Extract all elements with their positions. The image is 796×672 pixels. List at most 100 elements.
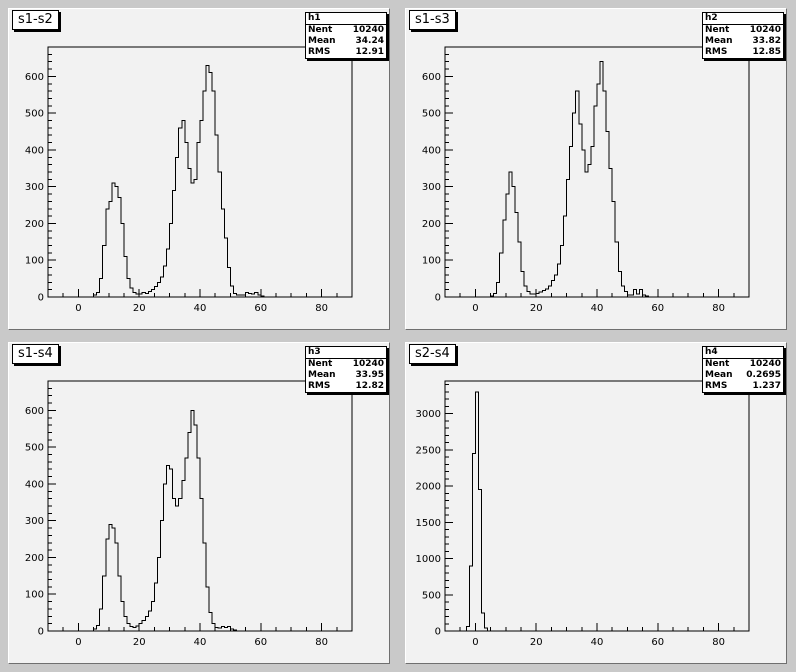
x-tick-label: 0 xyxy=(472,303,478,314)
y-tick-label: 0 xyxy=(38,293,44,304)
y-tick-label: 600 xyxy=(25,406,44,417)
y-tick-label: 2500 xyxy=(416,445,441,456)
y-tick-label: 600 xyxy=(25,72,44,83)
y-tick-label: 200 xyxy=(422,219,441,230)
histogram-pad-s1-s2[interactable]: 0 100 200 300 400 500 600 0 20 40 60 80 s1-s2 h1 Ne… xyxy=(8,8,390,330)
x-tick-label: 80 xyxy=(712,303,725,314)
x-tick-label: 40 xyxy=(194,303,207,314)
x-tick-label: 80 xyxy=(315,303,328,314)
y-tick-label: 300 xyxy=(25,516,44,527)
stats-box: h4 Nent 10240 Mean 0.2695 RMS 1.237 xyxy=(702,346,784,393)
histogram-series-line xyxy=(490,61,650,297)
stats-mean-label: Mean xyxy=(705,370,733,380)
stats-rms-label: RMS xyxy=(705,381,728,391)
y-tick-label: 1500 xyxy=(416,518,441,529)
y-tick-label: 100 xyxy=(25,256,44,267)
stats-entries-value: 10240 xyxy=(352,359,384,369)
stats-box: h1 Nent 10240 Mean 34.24 RMS 12.91 xyxy=(305,12,387,59)
histogram-plot: 0 100 200 300 400 500 600 0 20 40 60 80 xyxy=(25,46,353,314)
histogram-pad-s1-s4[interactable]: 0 100 200 300 400 500 600 0 20 40 60 80 s1-s4 h3 Ne… xyxy=(8,342,390,664)
x-tick-label: 20 xyxy=(133,637,146,648)
y-tick-label: 200 xyxy=(25,553,44,564)
stats-box: h2 Nent 10240 Mean 33.82 RMS 12.85 xyxy=(702,12,784,59)
y-tick-label: 1000 xyxy=(416,554,441,565)
y-tick-label: 2000 xyxy=(416,482,441,493)
histogram-plot: 0 100 200 300 400 500 600 0 20 40 60 80 xyxy=(25,380,353,648)
histogram-plot: 0 500 1000 1500 2000 2500 3000 0 20 40 60 80 xyxy=(416,380,750,648)
plot-frame xyxy=(47,380,353,632)
y-tick-label: 500 xyxy=(422,590,441,601)
x-tick-label: 40 xyxy=(591,303,604,314)
y-tick-label: 0 xyxy=(435,627,441,638)
y-tick-label: 100 xyxy=(25,590,44,601)
x-tick-label: 20 xyxy=(530,637,543,648)
x-tick-label: 60 xyxy=(651,303,664,314)
y-tick-label: 600 xyxy=(422,72,441,83)
x-tick-label: 0 xyxy=(75,303,81,314)
histogram-series-line xyxy=(93,409,237,631)
x-tick-label: 60 xyxy=(651,637,664,648)
y-tick-label: 500 xyxy=(422,109,441,120)
x-tick-label: 40 xyxy=(591,637,604,648)
stats-mean-label: Mean xyxy=(308,36,336,46)
y-tick-label: 500 xyxy=(25,443,44,454)
stats-rms-value: 1.237 xyxy=(752,381,781,391)
pad-title: s1-s4 xyxy=(12,344,59,364)
stats-entries-value: 10240 xyxy=(749,25,781,35)
x-tick-label: 40 xyxy=(194,637,207,648)
stats-histogram-name: h4 xyxy=(703,347,783,359)
y-tick-label: 400 xyxy=(25,479,44,490)
y-tick-label: 100 xyxy=(422,256,441,267)
plot-frame xyxy=(47,46,353,298)
stats-entries-value: 10240 xyxy=(352,25,384,35)
stats-mean-value: 34.24 xyxy=(355,36,384,46)
stats-entries-label: Nent xyxy=(705,359,730,369)
y-tick-label: 400 xyxy=(25,145,44,156)
stats-rms-value: 12.82 xyxy=(355,381,384,391)
x-tick-label: 60 xyxy=(254,637,267,648)
stats-mean-value: 0.2695 xyxy=(746,370,781,380)
stats-rms-value: 12.85 xyxy=(752,47,781,57)
stats-entries-value: 10240 xyxy=(749,359,781,369)
y-tick-label: 0 xyxy=(435,293,441,304)
stats-entries-label: Nent xyxy=(308,25,333,35)
x-tick-label: 0 xyxy=(75,637,81,648)
x-tick-label: 80 xyxy=(712,637,725,648)
histogram-plot: 0 100 200 300 400 500 600 0 20 40 60 80 xyxy=(422,46,750,314)
stats-entries-label: Nent xyxy=(308,359,333,369)
plot-frame xyxy=(444,380,750,632)
x-tick-label: 80 xyxy=(315,637,328,648)
histogram-series-line xyxy=(465,391,489,631)
stats-rms-value: 12.91 xyxy=(355,47,384,57)
y-tick-label: 200 xyxy=(25,219,44,230)
stats-rms-label: RMS xyxy=(705,47,728,57)
stats-mean-label: Mean xyxy=(705,36,733,46)
stats-mean-value: 33.82 xyxy=(752,36,781,46)
stats-histogram-name: h3 xyxy=(306,347,386,359)
stats-box: h3 Nent 10240 Mean 33.95 RMS 12.82 xyxy=(305,346,387,393)
stats-rms-label: RMS xyxy=(308,47,331,57)
x-tick-label: 0 xyxy=(472,637,478,648)
histogram-series-line xyxy=(93,64,265,297)
y-tick-label: 300 xyxy=(422,182,441,193)
y-tick-label: 500 xyxy=(25,109,44,120)
y-tick-label: 3000 xyxy=(416,409,441,420)
x-tick-label: 60 xyxy=(254,303,267,314)
y-tick-label: 400 xyxy=(422,145,441,156)
stats-histogram-name: h2 xyxy=(703,13,783,25)
pad-title: s2-s4 xyxy=(409,344,456,364)
x-tick-label: 20 xyxy=(530,303,543,314)
stats-entries-label: Nent xyxy=(705,25,730,35)
stats-mean-label: Mean xyxy=(308,370,336,380)
y-tick-label: 0 xyxy=(38,627,44,638)
x-tick-label: 20 xyxy=(133,303,146,314)
stats-rms-label: RMS xyxy=(308,381,331,391)
histogram-pad-s2-s4[interactable]: 0 500 1000 1500 2000 2500 3000 0 20 40 60 80 s2-s4 … xyxy=(405,342,787,664)
y-tick-label: 300 xyxy=(25,182,44,193)
pad-title: s1-s3 xyxy=(409,10,456,30)
stats-histogram-name: h1 xyxy=(306,13,386,25)
histogram-pad-s1-s3[interactable]: 0 100 200 300 400 500 600 0 20 40 60 80 s1-s3 h2 Ne… xyxy=(405,8,787,330)
stats-mean-value: 33.95 xyxy=(355,370,384,380)
pad-title: s1-s2 xyxy=(12,10,59,30)
